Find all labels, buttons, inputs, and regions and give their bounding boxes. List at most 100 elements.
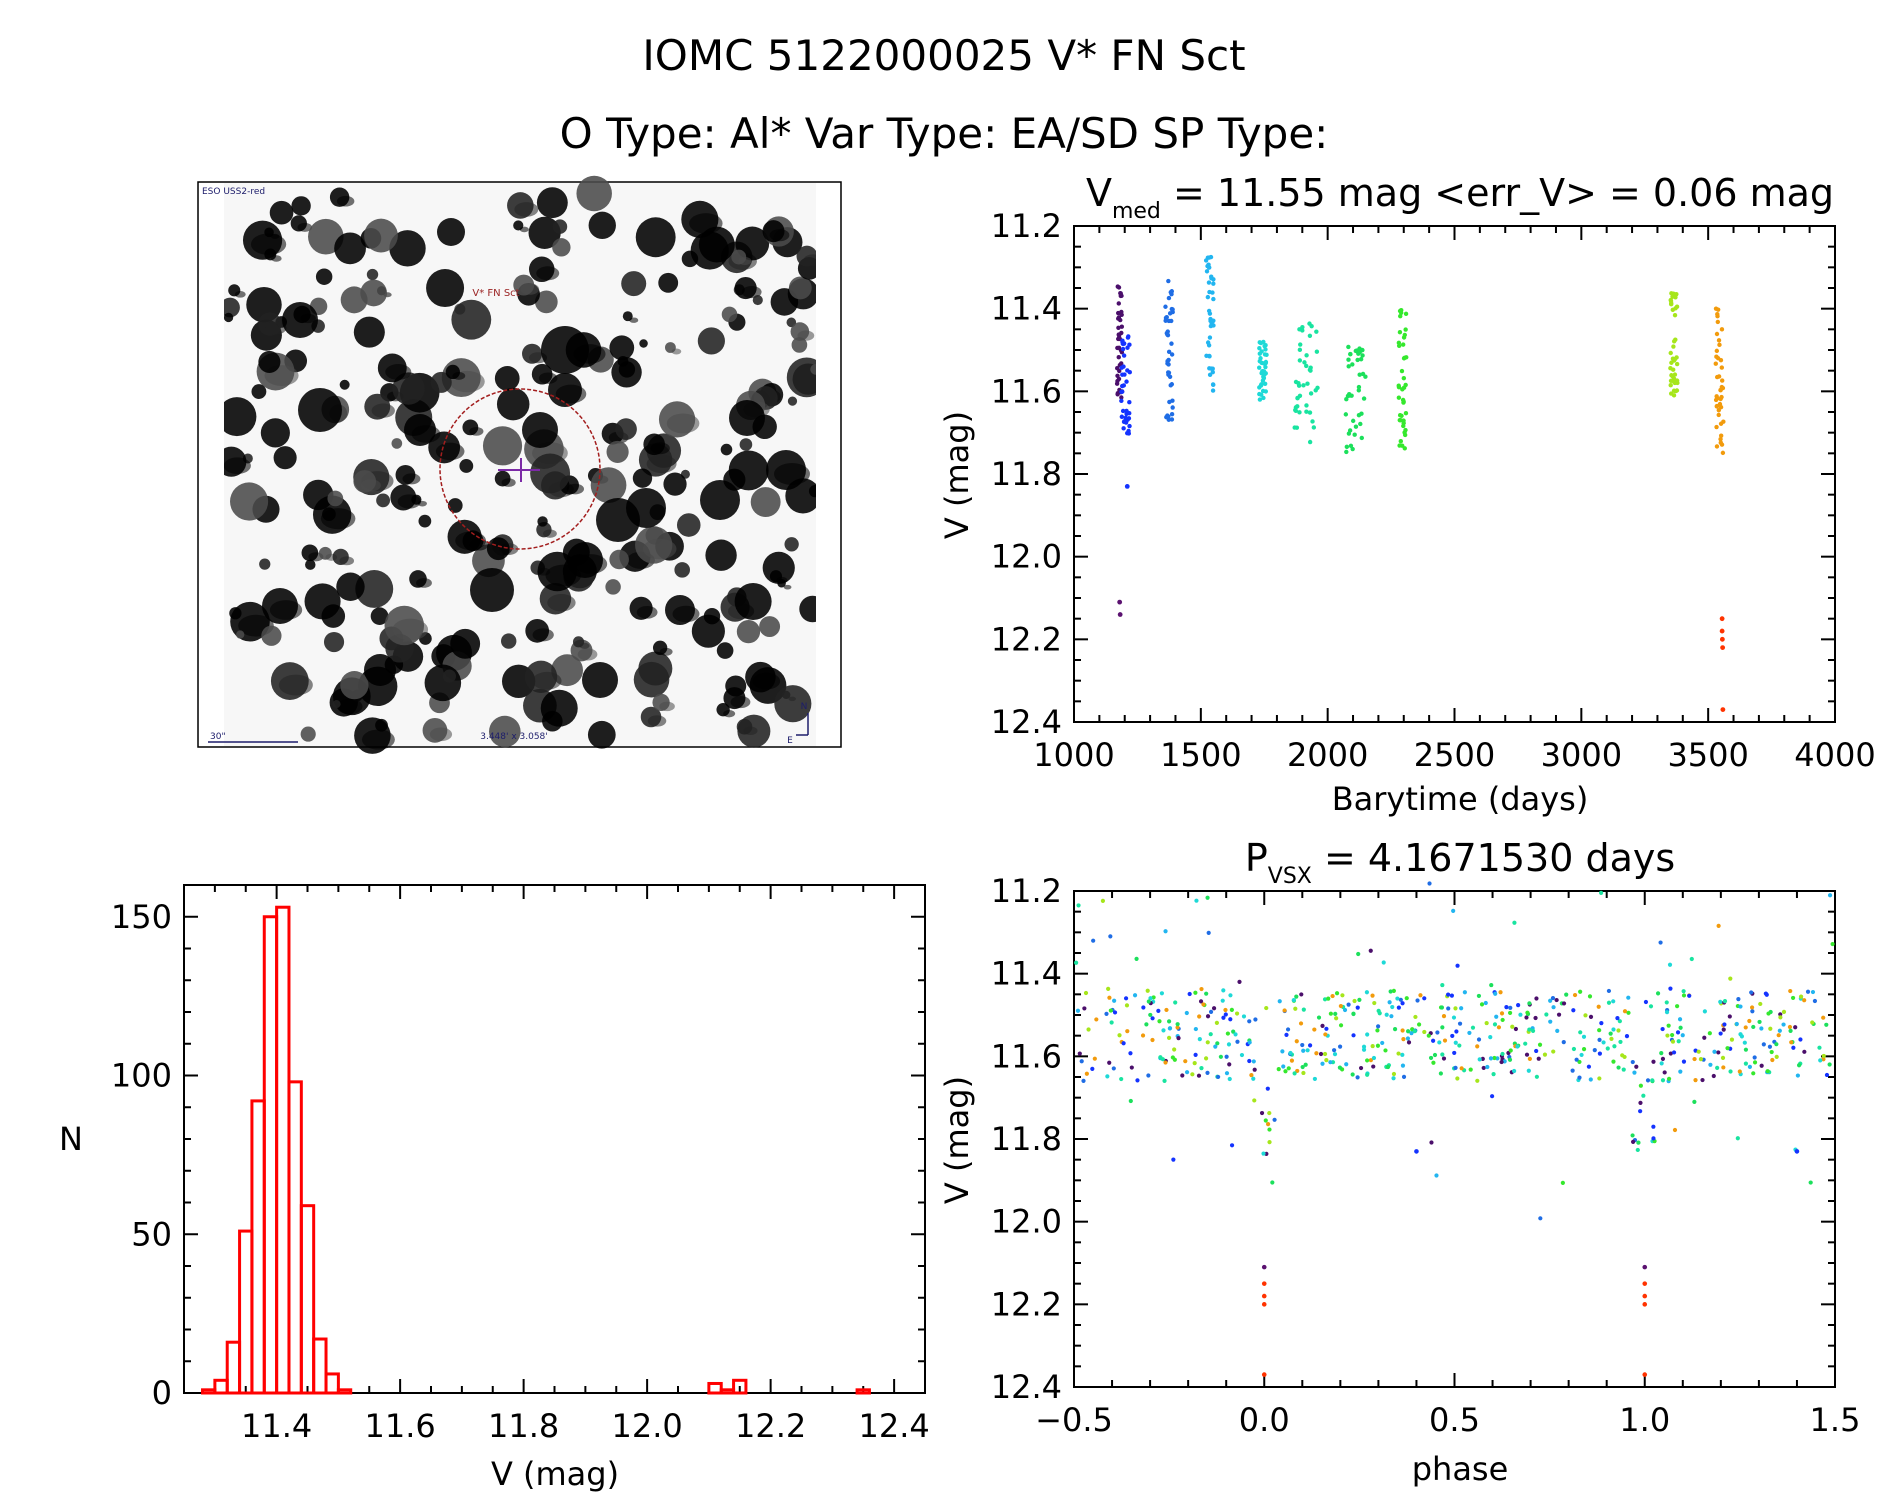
phase-point bbox=[1301, 1048, 1306, 1053]
phase-point bbox=[1252, 1098, 1257, 1103]
phase-point bbox=[1405, 1029, 1411, 1034]
phase-point bbox=[1608, 1031, 1613, 1036]
light-curve-point bbox=[1400, 397, 1406, 403]
phase-point bbox=[1166, 1019, 1172, 1024]
phase-point bbox=[1375, 1028, 1380, 1033]
phase-point bbox=[1285, 1027, 1291, 1032]
light-curve-point bbox=[1344, 449, 1349, 455]
phase-point bbox=[1312, 1027, 1317, 1032]
light-curve-point bbox=[1121, 364, 1126, 369]
star-blob bbox=[230, 482, 269, 521]
phase-point bbox=[1376, 1024, 1381, 1029]
star-blob-extension bbox=[671, 348, 682, 355]
star-blob bbox=[236, 630, 245, 639]
phase-point bbox=[1365, 1032, 1370, 1037]
phase-point bbox=[1148, 1012, 1153, 1018]
phase-point bbox=[1480, 1056, 1485, 1061]
phase-point bbox=[1687, 993, 1692, 998]
light-curve-point bbox=[1397, 413, 1403, 418]
star-blob bbox=[721, 306, 738, 323]
phase-point bbox=[1759, 1026, 1764, 1031]
phase-point bbox=[1208, 1009, 1214, 1014]
light-curve-point bbox=[1116, 310, 1121, 316]
light-curve-point bbox=[1125, 335, 1131, 340]
phase-point bbox=[1225, 1031, 1230, 1036]
phase-point bbox=[1320, 1023, 1325, 1029]
light-curve-point bbox=[1206, 343, 1212, 348]
phase-point bbox=[1446, 1006, 1451, 1011]
phase-point bbox=[1368, 948, 1373, 953]
phase-point bbox=[1184, 1010, 1189, 1016]
star-blob-extension bbox=[647, 715, 667, 727]
light-curve-point bbox=[1719, 365, 1725, 370]
star-blob-extension bbox=[269, 600, 303, 620]
light-curve-point bbox=[1261, 395, 1266, 401]
plot-frame bbox=[183, 884, 926, 1394]
phase-point bbox=[1229, 1143, 1235, 1148]
histogram-bar bbox=[201, 1388, 217, 1395]
phase-point bbox=[1439, 1005, 1445, 1010]
light-curve-point bbox=[1713, 361, 1718, 366]
phase-point bbox=[1666, 1023, 1671, 1028]
phase-point bbox=[1337, 1065, 1343, 1070]
phase-point bbox=[1091, 938, 1096, 943]
phase-point bbox=[1322, 997, 1328, 1002]
phase-point bbox=[1571, 1046, 1577, 1052]
star-blob bbox=[291, 196, 311, 216]
star-blob bbox=[375, 718, 388, 732]
phase-point bbox=[1111, 1066, 1116, 1071]
phase-point bbox=[1157, 1019, 1162, 1024]
phase-point bbox=[1747, 1064, 1753, 1070]
star-blob bbox=[736, 619, 761, 644]
phase-point bbox=[1431, 1038, 1436, 1043]
light-curve-point bbox=[1207, 335, 1213, 340]
phase-point bbox=[1453, 1006, 1458, 1011]
phase-point bbox=[1624, 1033, 1630, 1039]
star-blob bbox=[366, 268, 379, 281]
phase-point bbox=[1659, 1051, 1664, 1056]
light-curve-point bbox=[1396, 383, 1401, 388]
phase-point bbox=[1615, 1016, 1620, 1021]
light-curve-point bbox=[1116, 345, 1122, 351]
phase-point bbox=[1802, 1049, 1807, 1054]
phase-point bbox=[1305, 1048, 1310, 1053]
star-blob bbox=[534, 290, 558, 314]
phase-point bbox=[1700, 1077, 1705, 1083]
light-curve-point bbox=[1259, 360, 1264, 366]
star-blob bbox=[489, 715, 521, 748]
light-curve-point bbox=[1209, 276, 1214, 281]
phase-point bbox=[1333, 1011, 1338, 1016]
phase-point bbox=[1499, 1011, 1505, 1016]
star-blob-extension bbox=[547, 594, 576, 612]
phase-point bbox=[1570, 1068, 1575, 1073]
phase-point bbox=[1577, 1059, 1582, 1065]
star-blob-extension bbox=[270, 255, 282, 262]
phase-point bbox=[1812, 998, 1818, 1004]
phase-outlier-point bbox=[1642, 1302, 1648, 1307]
y-tick-label: 11.2 bbox=[991, 872, 1062, 910]
phase-point bbox=[1197, 1014, 1202, 1019]
star-blob bbox=[332, 700, 341, 709]
light-curve-point bbox=[1353, 424, 1359, 429]
light-curve-point bbox=[1715, 319, 1721, 325]
phase-point bbox=[1790, 995, 1796, 1001]
star-blob bbox=[355, 570, 394, 608]
light-curve-point bbox=[1671, 393, 1677, 398]
phase-point bbox=[1294, 1039, 1299, 1044]
phase-point bbox=[1548, 1019, 1553, 1024]
phase-point bbox=[1781, 1009, 1787, 1014]
phase-point bbox=[1457, 1021, 1463, 1026]
light-curve-point bbox=[1668, 383, 1673, 388]
light-curve-point bbox=[1168, 383, 1173, 388]
star-blob bbox=[691, 614, 725, 648]
phase-point bbox=[1550, 995, 1556, 1001]
star-blob bbox=[791, 337, 808, 353]
x-tick-label: 11.6 bbox=[365, 1407, 436, 1445]
light-curve-point bbox=[1403, 410, 1409, 416]
light-curve-point bbox=[1718, 433, 1724, 438]
phase-point bbox=[1561, 1040, 1566, 1045]
phase-point bbox=[1167, 1026, 1172, 1031]
phase-point bbox=[1588, 1014, 1594, 1019]
phase-point bbox=[1634, 1064, 1639, 1069]
phase-point bbox=[1389, 1014, 1394, 1019]
